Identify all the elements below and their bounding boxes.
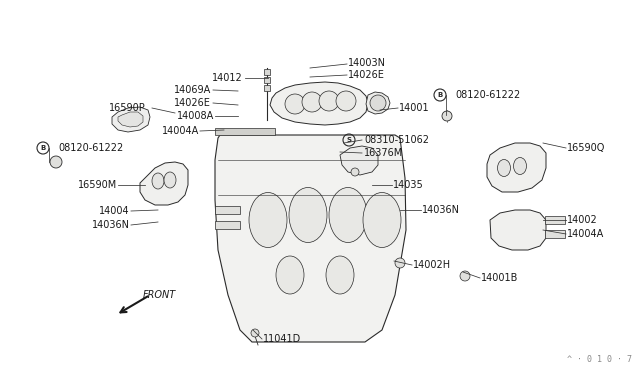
Circle shape — [370, 95, 386, 111]
Text: 16590Q: 16590Q — [567, 143, 605, 153]
Text: S: S — [346, 137, 351, 143]
Text: 08120-61222: 08120-61222 — [58, 143, 124, 153]
Text: 14004A: 14004A — [162, 126, 199, 136]
Text: 16590P: 16590P — [109, 103, 146, 113]
Text: 14026E: 14026E — [174, 98, 211, 108]
Bar — [215, 206, 240, 214]
Ellipse shape — [152, 173, 164, 189]
Circle shape — [251, 329, 259, 337]
Text: 14001B: 14001B — [481, 273, 518, 283]
Text: B: B — [437, 92, 443, 98]
Text: 16590M: 16590M — [78, 180, 117, 190]
Text: 14002: 14002 — [567, 215, 598, 225]
Bar — [264, 69, 270, 75]
Polygon shape — [118, 112, 143, 127]
Bar — [215, 221, 240, 229]
Polygon shape — [140, 162, 188, 205]
Ellipse shape — [363, 192, 401, 247]
Circle shape — [302, 92, 322, 112]
Text: B: B — [40, 145, 45, 151]
Circle shape — [319, 91, 339, 111]
Text: 14012: 14012 — [212, 73, 243, 83]
Ellipse shape — [329, 187, 367, 243]
Text: 14069A: 14069A — [173, 85, 211, 95]
Ellipse shape — [289, 187, 327, 243]
Ellipse shape — [249, 192, 287, 247]
Text: 14004: 14004 — [99, 206, 130, 216]
Text: 14001: 14001 — [399, 103, 429, 113]
Text: 16376M: 16376M — [364, 148, 403, 158]
Circle shape — [460, 271, 470, 281]
Text: 11041D: 11041D — [263, 334, 301, 344]
Text: ^ · 0 1 0 · 7: ^ · 0 1 0 · 7 — [567, 355, 632, 364]
Bar — [264, 85, 270, 91]
Text: 14002H: 14002H — [413, 260, 451, 270]
Polygon shape — [215, 135, 406, 342]
Bar — [545, 216, 565, 224]
Circle shape — [442, 111, 452, 121]
Text: 14036N: 14036N — [92, 220, 130, 230]
Text: FRONT: FRONT — [143, 290, 176, 300]
Text: 14008A: 14008A — [177, 111, 214, 121]
Polygon shape — [340, 146, 378, 175]
Polygon shape — [490, 210, 546, 250]
Circle shape — [395, 258, 405, 268]
Ellipse shape — [497, 160, 511, 176]
Ellipse shape — [164, 172, 176, 188]
Polygon shape — [366, 92, 390, 114]
Text: 14035: 14035 — [393, 180, 424, 190]
Circle shape — [50, 156, 62, 168]
Text: 08310-51062: 08310-51062 — [364, 135, 429, 145]
Ellipse shape — [326, 256, 354, 294]
Bar — [545, 230, 565, 238]
Text: 14036N: 14036N — [422, 205, 460, 215]
Circle shape — [351, 168, 359, 176]
Bar — [215, 128, 275, 135]
Ellipse shape — [513, 157, 527, 174]
Ellipse shape — [276, 256, 304, 294]
Circle shape — [336, 91, 356, 111]
Polygon shape — [487, 143, 546, 192]
Bar — [264, 77, 270, 83]
Text: 14003N: 14003N — [348, 58, 386, 68]
Text: 08120-61222: 08120-61222 — [455, 90, 520, 100]
Polygon shape — [112, 107, 150, 132]
Text: 14026E: 14026E — [348, 70, 385, 80]
Polygon shape — [270, 82, 368, 125]
Circle shape — [285, 94, 305, 114]
Text: 14004A: 14004A — [567, 229, 604, 239]
